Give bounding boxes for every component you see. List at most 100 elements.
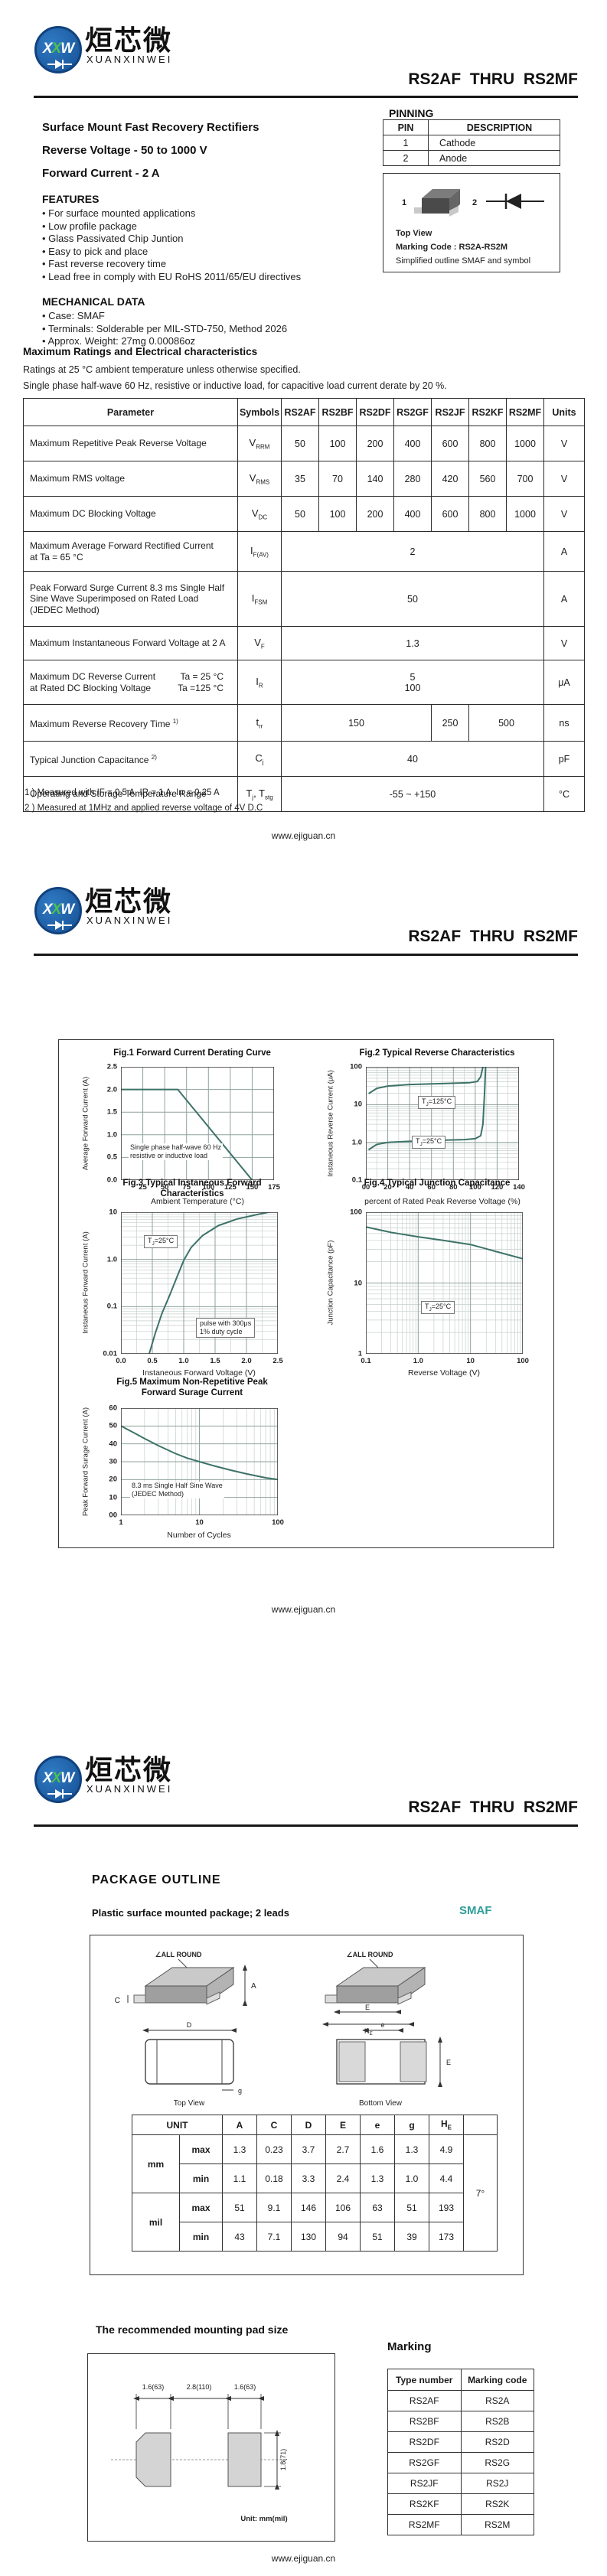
table-cell: RS2MF <box>387 2514 462 2535</box>
x-tick-label: 100 <box>272 1518 284 1527</box>
col-type: RS2BF <box>318 398 357 426</box>
table-cell: RS2M <box>460 2514 534 2535</box>
fig1-plot <box>120 1066 275 1184</box>
dim-g-label: g <box>238 2087 242 2095</box>
pad-unit-note: Unit: mm(mil) <box>240 2515 287 2523</box>
y-tick-label: 100 <box>350 1062 362 1071</box>
top-view-label: Top View <box>174 2099 205 2108</box>
ratings-heading: Maximum Ratings and Electrical character… <box>23 346 258 357</box>
x-tick-label: 20 <box>383 1183 392 1192</box>
features-list: For surface mounted applicationsLow prof… <box>42 207 301 283</box>
x-tick-label: 0.5 <box>147 1357 158 1365</box>
x-tick-label: 175 <box>268 1183 280 1192</box>
y-tick-label: 10 <box>354 1279 362 1287</box>
company-logo: XXW 烜芯微 XUANXINWEI <box>34 1751 233 1828</box>
list-item: Fast reverse recovery time <box>42 258 301 271</box>
list-item: Case: SMAF <box>42 310 287 323</box>
fig1-chart: Fig.1 Forward Current Derating Curve Ave… <box>73 1047 311 1231</box>
x-tick-label: 0.1 <box>361 1357 371 1365</box>
list-item: Glass Passivated Chip Juntion <box>42 233 301 246</box>
fig4-title: Fig.4 Typical Junction Capacitance <box>364 1179 511 1188</box>
x-tick-label: 00 <box>361 1183 370 1192</box>
logo-chinese-name: 烜芯微 <box>85 24 173 56</box>
x-tick-label: 10 <box>195 1518 204 1527</box>
table-cell: RS2A <box>460 2390 534 2411</box>
fig2-plot <box>365 1066 520 1184</box>
y-tick-label: 30 <box>109 1457 117 1466</box>
pin1-label: 1 <box>402 198 407 207</box>
x-tick-label: 140 <box>513 1183 525 1192</box>
x-tick-label: 1 <box>119 1518 123 1527</box>
y-tick-label: 0.1 <box>106 1302 117 1311</box>
x-tick-label: 150 <box>246 1183 259 1192</box>
figures-box <box>58 1039 554 1548</box>
table-cell: RS2AF <box>387 2390 462 2411</box>
y-tick-label: 0.5 <box>106 1153 117 1162</box>
footer-url: www.ejiguan.cn <box>271 2553 336 2564</box>
fig3-tj25-label: TJ=25°C <box>144 1235 178 1248</box>
all-round-label: ∠ALL ROUND <box>155 1951 202 1958</box>
fig5-plot <box>120 1407 279 1519</box>
dim-E-label: E <box>365 2004 370 2011</box>
logo-chinese-name: 烜芯微 <box>85 885 173 917</box>
x-tick-label: 1.0 <box>413 1357 423 1365</box>
pad-dim-mid: 2.8(110) <box>187 2383 212 2391</box>
fig4-ylabel: Junction Capacitance (pF) <box>326 1240 335 1325</box>
y-tick-label: 1.5 <box>106 1107 117 1117</box>
type-number-header: Type number <box>387 2369 462 2391</box>
list-item: Low profile package <box>42 220 301 233</box>
y-tick-label: 40 <box>109 1440 117 1449</box>
x-tick-label: 0.0 <box>116 1357 126 1365</box>
fig2-chart: Fig.2 Typical Reverse Characteristics In… <box>318 1047 556 1231</box>
table-row: Operating and Storage Temperature Range … <box>23 776 585 812</box>
table-cell: RS2D <box>460 2431 534 2453</box>
pin-description: Cathode <box>428 135 560 151</box>
diode-symbol-icon <box>486 194 544 209</box>
y-tick-label: 10 <box>354 1100 362 1109</box>
fig1-ylabel: Average Forward Current (A) <box>81 1076 90 1171</box>
y-tick-label: 0.01 <box>103 1349 118 1358</box>
list-item: Terminals: Solderable per MIL-STD-750, M… <box>42 323 287 336</box>
table-row: RS2DF RS2D <box>387 2431 534 2453</box>
y-tick-label: 1.0 <box>106 1255 117 1264</box>
ratings-table: Parameter Symbols RS2AF RS2BF RS2DF RS2G… <box>23 398 585 812</box>
y-tick-label: 0.1 <box>351 1176 362 1185</box>
reverse-voltage-line: Reverse Voltage - 50 to 1000 V <box>42 144 207 157</box>
fig1-title: Fig.1 Forward Current Derating Curve <box>113 1048 271 1058</box>
pin-description: Anode <box>428 150 560 166</box>
mechanical-heading: MECHANICAL DATA <box>42 295 145 308</box>
dim-E-label: E <box>446 2059 451 2066</box>
x-tick-label: 2.5 <box>272 1357 283 1365</box>
list-item: Easy to pick and place <box>42 246 301 259</box>
y-tick-label: 50 <box>109 1421 117 1430</box>
table-row: RS2MF RS2M <box>387 2514 534 2535</box>
fig3-title: Fig.3 Typical Instaneous Forward <box>122 1179 262 1188</box>
dims-row: min 1.1 0.18 3.3 2.4 1.3 1.0 4.4 <box>132 2164 498 2193</box>
y-tick-label: 1.0 <box>351 1138 362 1147</box>
y-tick-label: 00 <box>109 1511 117 1520</box>
table-row: Maximum DC Blocking Voltage VDC 50 100 2… <box>23 496 585 532</box>
bottom-view-label: Bottom View <box>359 2099 403 2108</box>
table-cell: RS2J <box>460 2473 534 2494</box>
fig4-tj25-label: TJ=25°C <box>421 1301 455 1314</box>
mounting-pad-drawing: 1.6(63) 2.8(110) 1.6(63) 1.8(71) Unit: m… <box>111 2383 288 2523</box>
doc-title: RS2AF THRU RS2MF <box>408 70 578 88</box>
list-item: Approx. Weight: 27mg 0.00086oz <box>42 335 287 348</box>
forward-current-line: Forward Current - 2 A <box>42 167 160 180</box>
col-type: RS2JF <box>431 398 469 426</box>
pad-dim-right: 1.6(63) <box>234 2383 256 2391</box>
fig5-ylabel: Peak Forward Surage Current (A) <box>81 1407 90 1517</box>
header-rule <box>34 96 578 98</box>
angle-cell: 7° <box>463 2134 498 2252</box>
fig3-xlabel: Instaneous Forward Voltage (V) <box>142 1368 256 1378</box>
footnote-2: 2 ) Measured at 1MHz and applied reverse… <box>24 804 263 813</box>
pad-dim-left: 1.6(63) <box>142 2383 165 2391</box>
y-tick-label: 60 <box>109 1404 117 1413</box>
mounting-pad-heading: The recommended mounting pad size <box>96 2323 289 2336</box>
x-tick-label: 100 <box>517 1357 529 1365</box>
marking-code-caption: Marking Code : RS2A-RS2M <box>396 243 508 252</box>
table-row: Maximum Repetitive Peak Reverse Voltage … <box>23 426 585 461</box>
x-tick-label: 100 <box>202 1183 215 1192</box>
table-cell: RS2KF <box>387 2493 462 2515</box>
fig4-plot <box>365 1211 524 1358</box>
